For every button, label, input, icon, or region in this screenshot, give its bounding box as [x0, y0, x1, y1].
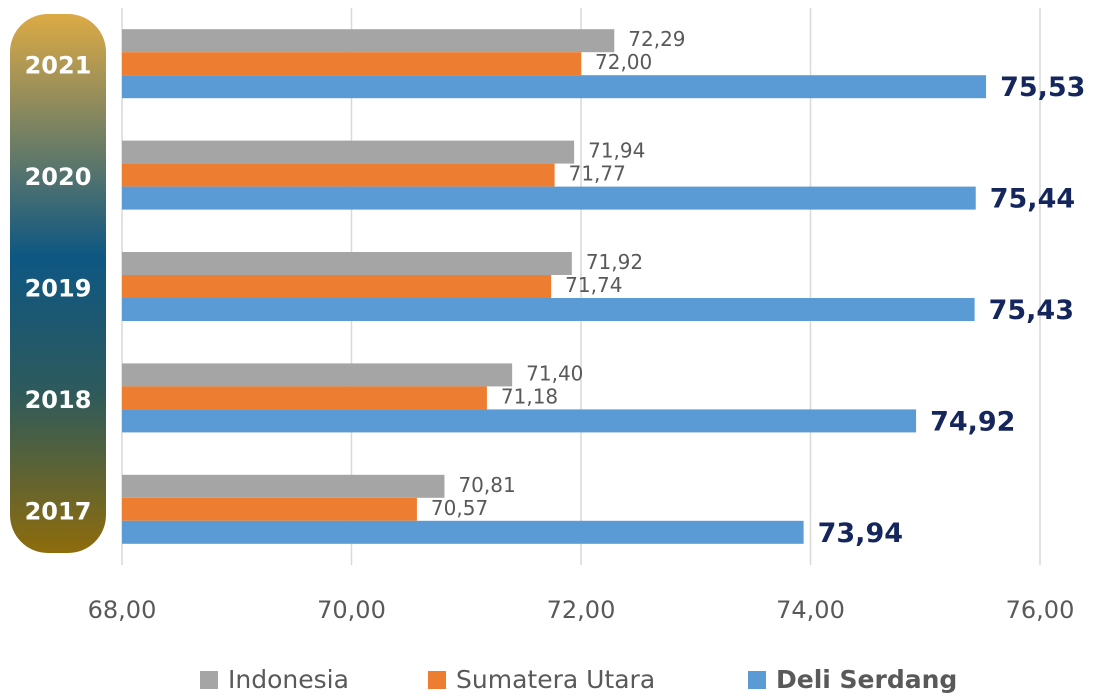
x-tick-label: 72,00 — [547, 596, 616, 624]
bar — [122, 252, 572, 275]
value-label: 71,92 — [586, 250, 643, 274]
bar — [122, 409, 917, 433]
legend-swatch — [200, 671, 218, 689]
bar — [122, 474, 445, 498]
y-tick-label: 2019 — [25, 275, 92, 303]
y-tick-label: 2017 — [25, 497, 92, 525]
x-tick-label: 76,00 — [1006, 596, 1075, 624]
value-label: 71,18 — [501, 384, 558, 408]
value-label: 70,81 — [458, 473, 515, 497]
value-label: 75,53 — [1000, 72, 1085, 103]
value-label: 73,94 — [818, 518, 903, 549]
value-label: 71,74 — [565, 273, 622, 297]
legend-swatch — [748, 671, 766, 689]
bar — [122, 497, 417, 521]
legend-label: Deli Serdang — [776, 665, 957, 694]
legend-label: Sumatera Utara — [456, 665, 655, 694]
year-pill — [10, 14, 106, 553]
bar — [122, 520, 804, 544]
x-tick-label: 74,00 — [776, 596, 845, 624]
value-label: 71,40 — [526, 361, 583, 385]
bar — [122, 275, 552, 298]
bar — [122, 386, 487, 410]
bar — [122, 75, 987, 99]
bar — [122, 163, 555, 187]
value-label: 72,29 — [628, 27, 685, 51]
legend-swatch — [428, 671, 446, 689]
y-tick-label: 2021 — [25, 52, 92, 80]
bar — [122, 52, 581, 76]
value-label: 71,94 — [588, 139, 645, 163]
value-label: 70,57 — [431, 496, 488, 520]
bar — [122, 29, 615, 53]
y-tick-label: 2018 — [25, 386, 92, 414]
value-label: 74,92 — [930, 406, 1015, 437]
value-label: 71,77 — [569, 162, 626, 186]
bar — [122, 298, 975, 321]
bar — [122, 186, 976, 210]
value-label: 72,00 — [595, 50, 652, 74]
x-tick-label: 68,00 — [88, 596, 157, 624]
x-tick-label: 70,00 — [317, 596, 386, 624]
value-label: 75,43 — [989, 295, 1074, 326]
y-tick-label: 2020 — [25, 163, 92, 191]
value-label: 75,44 — [990, 184, 1075, 215]
legend-label: Indonesia — [228, 665, 349, 694]
bar — [122, 363, 513, 387]
bar — [122, 140, 575, 164]
